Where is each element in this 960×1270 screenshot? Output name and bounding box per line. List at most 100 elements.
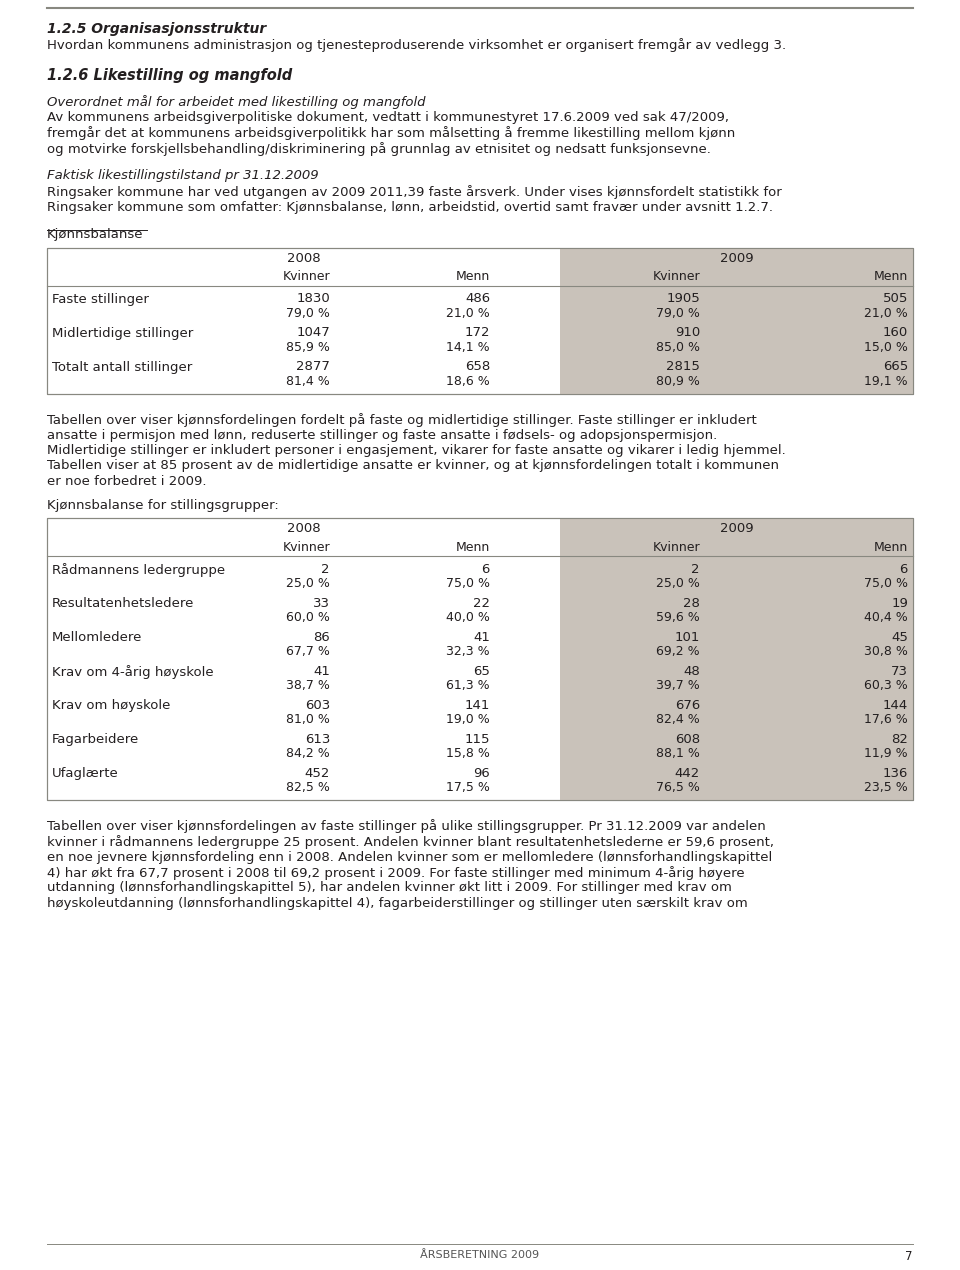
Text: Kvinner: Kvinner xyxy=(282,271,330,283)
Bar xyxy=(47,518,913,800)
Text: 65: 65 xyxy=(473,665,490,678)
Text: er noe forbedret i 2009.: er noe forbedret i 2009. xyxy=(47,475,206,488)
Text: 144: 144 xyxy=(883,698,908,712)
Text: Kvinner: Kvinner xyxy=(282,541,330,554)
Text: 2: 2 xyxy=(691,563,700,577)
Text: 486: 486 xyxy=(465,292,490,306)
Text: 2009: 2009 xyxy=(720,522,754,535)
Text: Menn: Menn xyxy=(874,271,908,283)
Text: 30,8 %: 30,8 % xyxy=(864,645,908,658)
Text: 505: 505 xyxy=(882,292,908,306)
Text: 48: 48 xyxy=(684,665,700,678)
Bar xyxy=(560,248,913,394)
Text: Totalt antall stillinger: Totalt antall stillinger xyxy=(52,361,192,373)
Text: utdanning (lønnsforhandlingskapittel 5), har andelen kvinner økt litt i 2009. Fo: utdanning (lønnsforhandlingskapittel 5),… xyxy=(47,881,732,894)
Text: Tabellen over viser kjønnsfordelingen fordelt på faste og midlertidige stillinge: Tabellen over viser kjønnsfordelingen fo… xyxy=(47,413,756,427)
Text: 59,6 %: 59,6 % xyxy=(657,611,700,624)
Text: Menn: Menn xyxy=(456,541,490,554)
Text: 19,1 %: 19,1 % xyxy=(864,375,908,387)
Text: Fagarbeidere: Fagarbeidere xyxy=(52,733,139,745)
Text: 2815: 2815 xyxy=(666,361,700,373)
Text: 21,0 %: 21,0 % xyxy=(864,306,908,320)
Text: 2008: 2008 xyxy=(287,522,321,535)
Text: 81,4 %: 81,4 % xyxy=(286,375,330,387)
Text: Midlertidige stillinger: Midlertidige stillinger xyxy=(52,326,193,339)
Text: 40,4 %: 40,4 % xyxy=(864,611,908,624)
Text: Faktisk likestillingstilstand pr 31.12.2009: Faktisk likestillingstilstand pr 31.12.2… xyxy=(47,169,319,183)
Text: Menn: Menn xyxy=(874,541,908,554)
Text: 33: 33 xyxy=(313,597,330,610)
Text: 141: 141 xyxy=(465,698,490,712)
Text: Kvinner: Kvinner xyxy=(653,271,700,283)
Text: 19: 19 xyxy=(891,597,908,610)
Text: Ringsaker kommune som omfatter: Kjønnsbalanse, lønn, arbeidstid, overtid samt fr: Ringsaker kommune som omfatter: Kjønnsba… xyxy=(47,201,773,213)
Text: 11,9 %: 11,9 % xyxy=(864,747,908,759)
Text: 88,1 %: 88,1 % xyxy=(656,747,700,759)
Text: 25,0 %: 25,0 % xyxy=(286,577,330,591)
Text: 452: 452 xyxy=(304,767,330,780)
Text: Faste stillinger: Faste stillinger xyxy=(52,292,149,306)
Text: Overordnet mål for arbeidet med likestilling og mangfold: Overordnet mål for arbeidet med likestil… xyxy=(47,95,425,109)
Text: og motvirke forskjellsbehandling/diskriminering på grunnlag av etnisitet og neds: og motvirke forskjellsbehandling/diskrim… xyxy=(47,142,710,156)
Text: 1905: 1905 xyxy=(666,292,700,306)
Bar xyxy=(47,248,913,394)
Text: 67,7 %: 67,7 % xyxy=(286,645,330,658)
Text: Midlertidige stillinger er inkludert personer i engasjement, vikarer for faste a: Midlertidige stillinger er inkludert per… xyxy=(47,444,785,457)
Text: fremgår det at kommunens arbeidsgiverpolitikk har som målsetting å fremme likest: fremgår det at kommunens arbeidsgiverpol… xyxy=(47,127,735,141)
Text: 86: 86 xyxy=(313,631,330,644)
Text: 40,0 %: 40,0 % xyxy=(446,611,490,624)
Text: 25,0 %: 25,0 % xyxy=(656,577,700,591)
Text: høyskoleutdanning (lønnsforhandlingskapittel 4), fagarbeiderstillinger og stilli: høyskoleutdanning (lønnsforhandlingskapi… xyxy=(47,897,748,911)
Text: 101: 101 xyxy=(675,631,700,644)
Text: ansatte i permisjon med lønn, reduserte stillinger og faste ansatte i fødsels- o: ansatte i permisjon med lønn, reduserte … xyxy=(47,428,717,442)
Text: 60,3 %: 60,3 % xyxy=(864,679,908,692)
Text: 136: 136 xyxy=(882,767,908,780)
Text: kvinner i rådmannens ledergruppe 25 prosent. Andelen kvinner blant resultatenhet: kvinner i rådmannens ledergruppe 25 pros… xyxy=(47,834,774,848)
Text: Tabellen viser at 85 prosent av de midlertidige ansatte er kvinner, og at kjønns: Tabellen viser at 85 prosent av de midle… xyxy=(47,460,779,472)
Text: 22: 22 xyxy=(473,597,490,610)
Text: 39,7 %: 39,7 % xyxy=(657,679,700,692)
Text: 665: 665 xyxy=(883,361,908,373)
Text: Menn: Menn xyxy=(456,271,490,283)
Text: 2009: 2009 xyxy=(720,251,754,264)
Text: 84,2 %: 84,2 % xyxy=(286,747,330,759)
Text: Kjønnsbalanse: Kjønnsbalanse xyxy=(47,229,143,241)
Text: 2: 2 xyxy=(322,563,330,577)
Text: 2008: 2008 xyxy=(287,251,321,264)
Text: 2877: 2877 xyxy=(296,361,330,373)
Text: 75,0 %: 75,0 % xyxy=(446,577,490,591)
Bar xyxy=(47,518,913,800)
Text: Hvordan kommunens administrasjon og tjenesteproduserende virksomhet er organiser: Hvordan kommunens administrasjon og tjen… xyxy=(47,38,786,52)
Text: 19,0 %: 19,0 % xyxy=(446,712,490,726)
Text: 603: 603 xyxy=(304,698,330,712)
Text: 15,8 %: 15,8 % xyxy=(446,747,490,759)
Text: 160: 160 xyxy=(883,326,908,339)
Text: 21,0 %: 21,0 % xyxy=(446,306,490,320)
Text: 96: 96 xyxy=(473,767,490,780)
Text: 80,9 %: 80,9 % xyxy=(656,375,700,387)
Text: 32,3 %: 32,3 % xyxy=(446,645,490,658)
Text: 41: 41 xyxy=(313,665,330,678)
Text: 658: 658 xyxy=(465,361,490,373)
Text: 79,0 %: 79,0 % xyxy=(286,306,330,320)
Text: 69,2 %: 69,2 % xyxy=(657,645,700,658)
Text: 1047: 1047 xyxy=(297,326,330,339)
Text: 18,6 %: 18,6 % xyxy=(446,375,490,387)
Text: 7: 7 xyxy=(905,1250,913,1262)
Text: 61,3 %: 61,3 % xyxy=(446,679,490,692)
Text: Kjønnsbalanse for stillingsgrupper:: Kjønnsbalanse for stillingsgrupper: xyxy=(47,499,278,512)
Text: ÅRSBERETNING 2009: ÅRSBERETNING 2009 xyxy=(420,1250,540,1260)
Text: 676: 676 xyxy=(675,698,700,712)
Text: 14,1 %: 14,1 % xyxy=(446,340,490,353)
Text: Ringsaker kommune har ved utgangen av 2009 2011,39 faste årsverk. Under vises kj: Ringsaker kommune har ved utgangen av 20… xyxy=(47,185,781,199)
Bar xyxy=(560,518,913,800)
Text: Resultatenhetsledere: Resultatenhetsledere xyxy=(52,597,194,610)
Text: 15,0 %: 15,0 % xyxy=(864,340,908,353)
Text: 613: 613 xyxy=(304,733,330,745)
Text: 73: 73 xyxy=(891,665,908,678)
Text: 17,6 %: 17,6 % xyxy=(864,712,908,726)
Text: 608: 608 xyxy=(675,733,700,745)
Text: 82: 82 xyxy=(891,733,908,745)
Text: 81,0 %: 81,0 % xyxy=(286,712,330,726)
Text: 1.2.5 Organisasjonsstruktur: 1.2.5 Organisasjonsstruktur xyxy=(47,22,266,36)
